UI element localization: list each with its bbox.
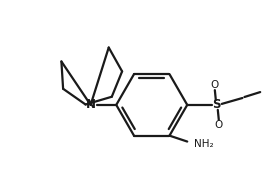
Text: S: S — [213, 98, 221, 111]
Text: O: O — [215, 120, 223, 130]
Text: N: N — [85, 98, 96, 111]
Text: NH₂: NH₂ — [194, 139, 214, 149]
Text: O: O — [211, 80, 219, 90]
